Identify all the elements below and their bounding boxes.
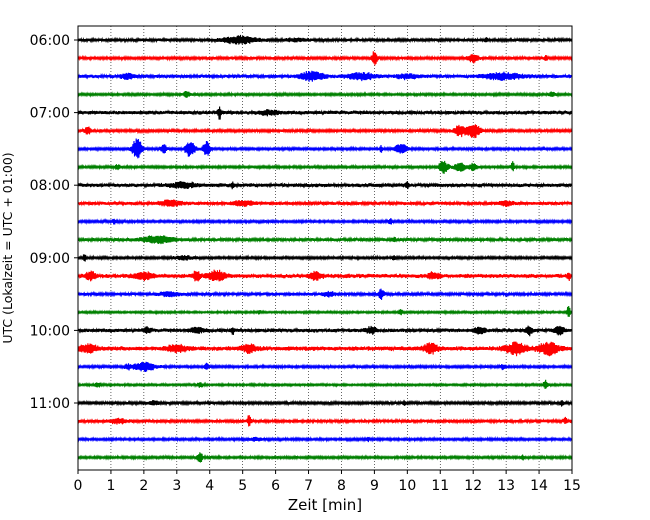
x-tick-label: 12 xyxy=(464,478,482,494)
trace-row-1045 xyxy=(77,379,573,390)
trace-row-1145 xyxy=(77,452,573,463)
trace-row-0615 xyxy=(77,51,573,66)
x-tick-label: 4 xyxy=(205,478,214,494)
y-axis-ticks: 06:00 07:00 08:00 09:00 10:00 11:00 xyxy=(30,33,78,412)
x-tick-label: 2 xyxy=(139,478,148,494)
y-tick-label: 09:00 xyxy=(30,251,70,267)
trace-row-1015 xyxy=(77,341,573,357)
x-tick-label: 14 xyxy=(530,478,548,494)
trace-row-0600 xyxy=(77,34,573,45)
y-tick-label: 10:00 xyxy=(30,323,70,339)
x-axis-label: Zeit [min] xyxy=(288,496,362,514)
x-tick-label: 8 xyxy=(337,478,346,494)
x-axis-ticks: 0 1 2 3 4 5 6 7 8 9 10 11 12 13 14 15 xyxy=(74,470,581,494)
trace-row-0930 xyxy=(77,288,573,300)
trace-row-1000 xyxy=(77,325,573,337)
trace-row-0945 xyxy=(77,305,573,317)
trace-row-0730 xyxy=(77,138,573,159)
x-tick-label: 15 xyxy=(563,478,581,494)
seismic-traces xyxy=(77,34,573,463)
x-tick-label: 5 xyxy=(238,478,247,494)
y-tick-label: 07:00 xyxy=(30,106,70,122)
trace-row-1030 xyxy=(77,361,573,372)
trace-row-0900 xyxy=(77,254,573,262)
trace-row-0845 xyxy=(77,235,573,245)
trace-row-1130 xyxy=(77,435,573,443)
y-tick-label: 06:00 xyxy=(30,33,70,49)
x-tick-label: 10 xyxy=(398,478,416,494)
x-tick-label: 9 xyxy=(370,478,379,494)
trace-row-0830 xyxy=(77,217,573,225)
trace-row-0815 xyxy=(77,199,573,207)
trace-row-0800 xyxy=(77,180,573,190)
x-tick-label: 11 xyxy=(431,478,449,494)
x-tick-label: 7 xyxy=(304,478,313,494)
x-tick-label: 1 xyxy=(106,478,115,494)
y-tick-label: 08:00 xyxy=(30,178,70,194)
trace-row-0715 xyxy=(77,124,573,139)
y-axis-label: UTC (Lokalzeit = UTC + 01:00) xyxy=(0,152,15,343)
trace-row-1100 xyxy=(77,399,573,407)
trace-row-0645 xyxy=(77,91,573,98)
x-tick-label: 0 xyxy=(74,478,83,494)
y-tick-label: 11:00 xyxy=(30,396,70,412)
plot-frame xyxy=(77,25,573,471)
trace-row-0630 xyxy=(77,70,573,82)
trace-row-0745 xyxy=(77,160,573,174)
trace-row-1115 xyxy=(77,415,573,427)
trace-row-0700 xyxy=(77,106,573,120)
x-tick-label: 6 xyxy=(271,478,280,494)
vertical-grid xyxy=(110,26,540,470)
x-tick-label: 3 xyxy=(172,478,181,494)
x-tick-label: 13 xyxy=(497,478,515,494)
trace-row-0915 xyxy=(77,269,573,282)
